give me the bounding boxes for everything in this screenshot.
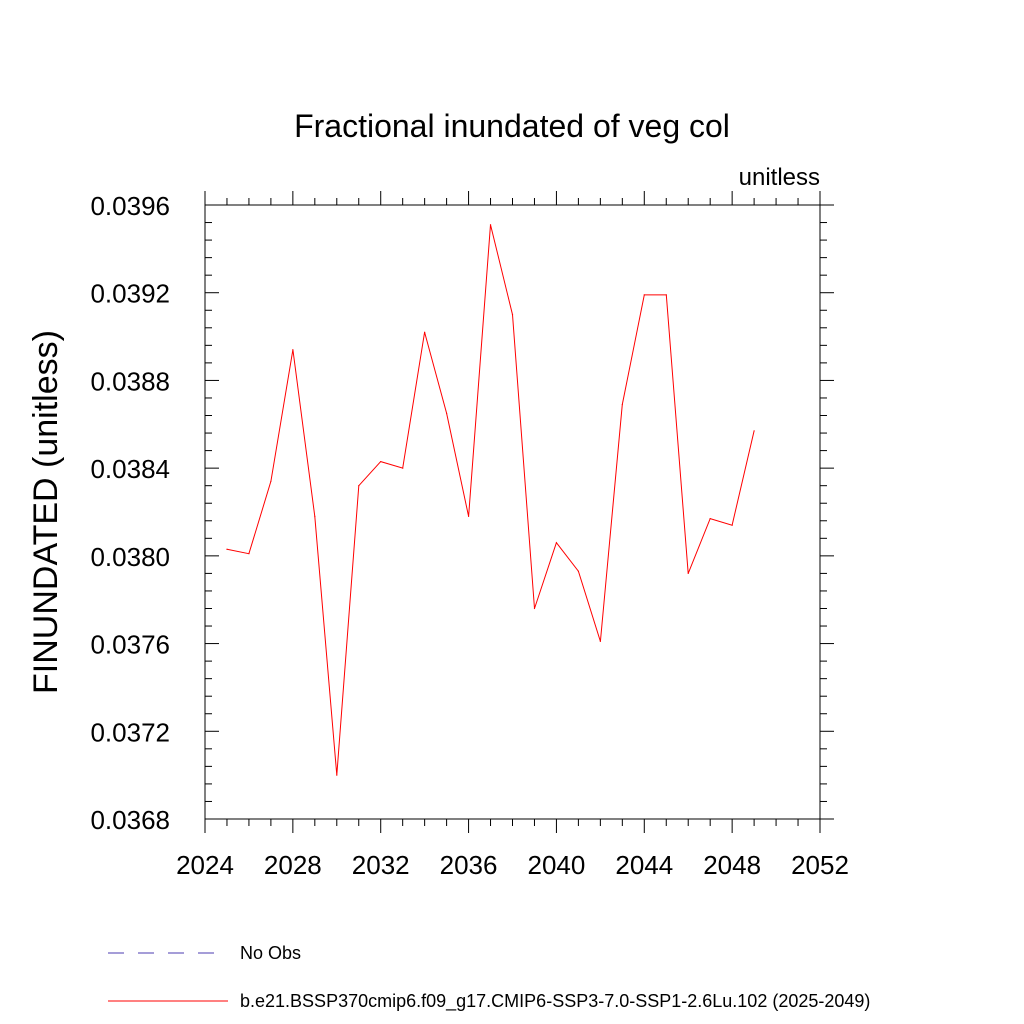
- data-point: [248, 553, 250, 555]
- legend-label: b.e21.BSSP370cmip6.f09_g17.CMIP6-SSP3-7.…: [240, 991, 870, 1012]
- y-axis: 0.0368 0.0372 0.0376 0.0380 0.0384 0.0388 0.03…: [90, 191, 834, 835]
- chart-title: Fractional inundated of veg col: [294, 108, 730, 144]
- data-point: [665, 294, 667, 296]
- x-tick-label: 2036: [440, 850, 498, 880]
- data-point: [292, 349, 294, 351]
- y-tick-label: 0.0372: [90, 717, 170, 747]
- x-tick-label: 2028: [264, 850, 322, 880]
- data-point: [709, 517, 711, 520]
- data-point: [731, 524, 733, 526]
- y-tick-label: 0.0368: [90, 805, 170, 835]
- plot-frame: [204, 204, 821, 820]
- x-tick-label: 2052: [791, 850, 849, 880]
- data-point: [424, 331, 426, 333]
- data-point: [489, 224, 492, 226]
- legend-label: No Obs: [240, 943, 301, 963]
- data-point: [467, 515, 470, 517]
- series-line: [226, 224, 755, 776]
- units-label: unitless: [739, 164, 820, 191]
- data-point: [687, 572, 689, 575]
- x-tick-label: 2044: [615, 850, 673, 880]
- y-tick-label: 0.0376: [90, 630, 170, 660]
- data-point: [358, 485, 360, 487]
- x-tick-label: 2040: [528, 850, 586, 880]
- data-point: [314, 515, 316, 517]
- data-point: [446, 412, 448, 414]
- data-point: [577, 570, 579, 572]
- x-tick-label: 2024: [176, 850, 234, 880]
- data-point: [402, 467, 404, 469]
- series-layer: [226, 224, 755, 776]
- data-point: [533, 607, 536, 610]
- data-point: [226, 548, 228, 550]
- y-tick-label: 0.0384: [90, 454, 170, 484]
- y-tick-label: 0.0392: [90, 279, 170, 309]
- x-axis: 2024 2028 2032 2036 2040 2044 2048 2052: [176, 191, 849, 880]
- x-tick-label: 2032: [352, 850, 410, 880]
- y-tick-label: 0.0388: [90, 366, 170, 396]
- data-point: [555, 542, 558, 544]
- data-point: [380, 460, 382, 463]
- y-axis-label: FINUNDATED (unitless): [27, 330, 65, 694]
- data-point: [270, 480, 272, 482]
- data-point: [336, 774, 338, 776]
- data-point: [753, 430, 755, 432]
- y-tick-label: 0.0396: [90, 191, 170, 221]
- data-point: [643, 294, 645, 296]
- y-tick-label: 0.0380: [90, 542, 170, 572]
- x-tick-label: 2048: [703, 850, 761, 880]
- data-point: [511, 314, 514, 316]
- data-point: [599, 640, 601, 642]
- data-point: [621, 403, 623, 406]
- legend: No Obs b.e21.BSSP370cmip6.f09_g17.CMIP6-S…: [108, 943, 870, 1012]
